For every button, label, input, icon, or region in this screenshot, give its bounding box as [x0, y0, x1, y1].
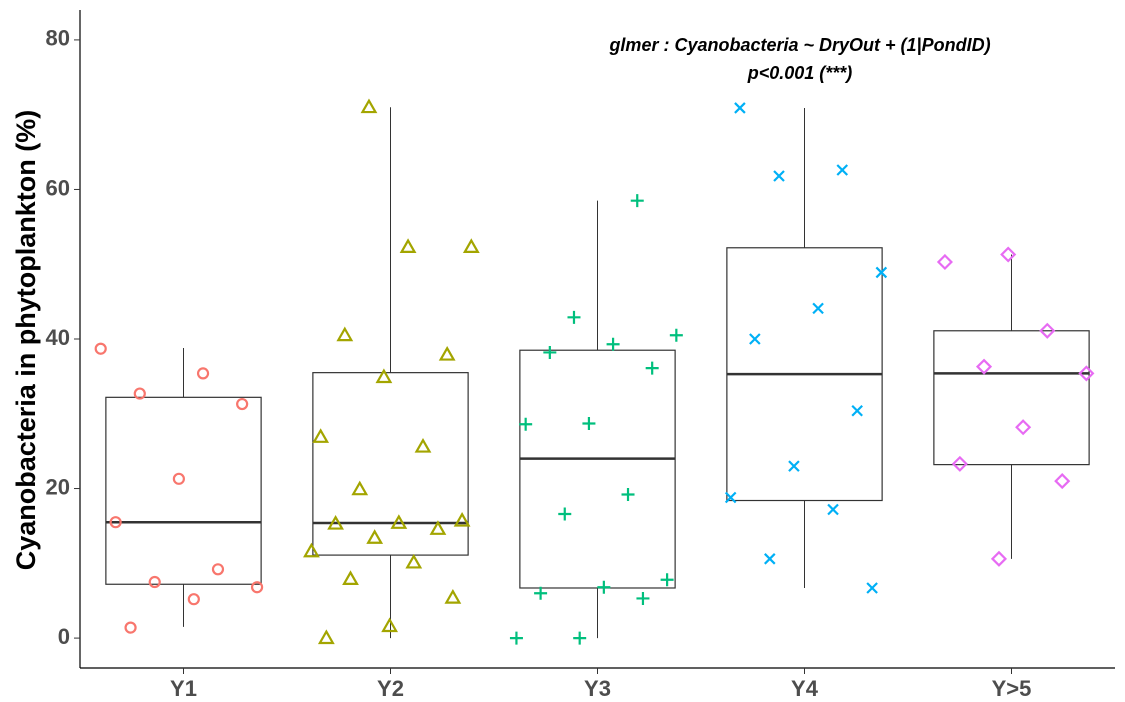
point: [236, 397, 249, 411]
point: [327, 514, 344, 530]
point: [558, 507, 572, 521]
point: [94, 342, 107, 355]
box: [312, 372, 469, 556]
point: [303, 542, 320, 558]
point: [1054, 473, 1071, 490]
point: [172, 472, 185, 485]
point: [519, 417, 533, 431]
point: [773, 170, 785, 182]
point: [812, 302, 824, 315]
point: [390, 514, 408, 529]
annotation: glmer : Cyanobacteria ~ DryOut + (1|Pond…: [608, 35, 990, 55]
point: [851, 405, 863, 417]
y-tick-label: 80: [46, 26, 70, 51]
point: [866, 582, 878, 594]
point: [366, 529, 384, 544]
point: [462, 238, 480, 254]
point: [636, 591, 650, 605]
point: [582, 416, 596, 430]
point: [429, 520, 447, 535]
point: [187, 593, 200, 606]
point: [360, 98, 378, 114]
point: [250, 581, 264, 594]
point: [597, 580, 611, 594]
y-tick-label: 60: [46, 175, 70, 200]
point: [836, 164, 849, 176]
point: [621, 488, 635, 502]
box: [105, 396, 262, 585]
point: [1078, 365, 1095, 382]
point: [543, 345, 557, 359]
point: [405, 553, 423, 569]
point: [1039, 322, 1056, 339]
x-tick-label: Y2: [377, 676, 404, 701]
point: [534, 586, 548, 600]
point: [375, 368, 393, 384]
point: [124, 621, 137, 634]
box: [519, 349, 676, 589]
point: [1015, 419, 1032, 436]
point: [444, 588, 462, 604]
y-tick-label: 40: [46, 325, 70, 350]
point: [606, 337, 620, 351]
point: [317, 629, 335, 645]
point: [381, 617, 399, 633]
point: [342, 570, 359, 585]
point: [990, 550, 1008, 567]
point: [734, 102, 746, 114]
point: [1000, 246, 1017, 263]
point: [660, 573, 674, 587]
point: [764, 553, 776, 565]
point: [724, 491, 737, 504]
x-tick-label: Y>5: [992, 676, 1032, 701]
point: [453, 511, 471, 527]
annotation: p<0.001 (***): [747, 63, 853, 83]
point: [133, 387, 146, 400]
point: [630, 194, 644, 208]
point: [312, 428, 330, 443]
x-tick-label: Y4: [791, 676, 819, 701]
point: [196, 367, 210, 380]
point: [951, 455, 968, 472]
point: [645, 361, 659, 375]
x-tick-label: Y1: [170, 676, 197, 701]
point: [975, 358, 993, 375]
point: [669, 328, 683, 342]
point: [351, 480, 369, 496]
point: [414, 437, 432, 453]
point: [788, 460, 800, 472]
point: [936, 253, 953, 271]
point: [109, 516, 122, 529]
point: [399, 238, 417, 254]
point: [827, 503, 839, 516]
point: [573, 631, 587, 645]
box: [933, 330, 1090, 466]
point: [211, 563, 225, 576]
y-tick-label: 0: [58, 624, 70, 649]
point: [438, 345, 456, 361]
point: [875, 266, 888, 279]
y-axis-label: Cyanobacteria in phytoplankton (%): [11, 110, 41, 571]
y-tick-label: 20: [46, 474, 70, 499]
point: [148, 575, 161, 589]
x-tick-label: Y3: [584, 676, 611, 701]
point: [749, 333, 761, 345]
point: [336, 326, 354, 342]
point: [567, 310, 581, 324]
point: [509, 631, 523, 645]
